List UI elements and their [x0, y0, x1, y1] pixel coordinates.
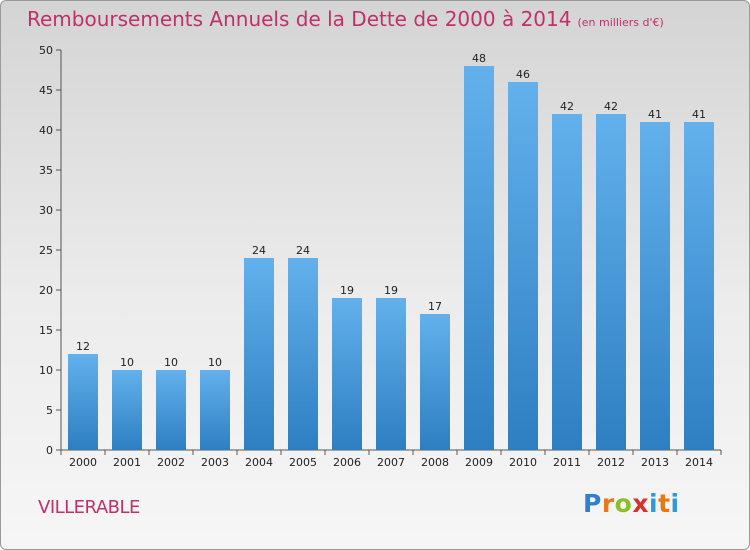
y-tick-label: 0 — [46, 444, 53, 457]
data-label: 10 — [120, 356, 134, 369]
x-tick-label: 2004 — [245, 456, 273, 469]
logo-letter: i — [649, 489, 659, 518]
commune-name: VILLERABLE — [38, 497, 140, 518]
logo-letter: P — [583, 489, 602, 518]
bars — [68, 66, 714, 450]
logo-letter: o — [614, 489, 633, 518]
bar — [640, 122, 670, 450]
x-tick-label: 2005 — [289, 456, 317, 469]
data-label: 12 — [76, 340, 90, 353]
bar — [200, 370, 230, 450]
y-tick-label: 20 — [39, 284, 53, 297]
x-tick-label: 2007 — [377, 456, 405, 469]
bar — [112, 370, 142, 450]
y-tick-label: 30 — [39, 204, 53, 217]
data-label: 46 — [516, 68, 530, 81]
logo-letter: r — [601, 489, 615, 518]
x-tick-label: 2012 — [597, 456, 625, 469]
data-label: 10 — [208, 356, 222, 369]
bar — [156, 370, 186, 450]
x-tick-label: 2008 — [421, 456, 449, 469]
bar — [420, 314, 450, 450]
proxiti-logo: Proxiti — [583, 489, 680, 518]
y-tick-label: 50 — [39, 44, 53, 57]
logo-letter: t — [658, 489, 671, 518]
data-label: 24 — [296, 244, 310, 257]
y-tick-label: 15 — [39, 324, 53, 337]
logo-letter: i — [670, 489, 680, 518]
data-label: 19 — [340, 284, 354, 297]
bar — [376, 298, 406, 450]
data-label: 24 — [252, 244, 266, 257]
bar — [68, 354, 98, 450]
data-label: 48 — [472, 52, 486, 65]
data-label: 19 — [384, 284, 398, 297]
bar — [464, 66, 494, 450]
bar — [684, 122, 714, 450]
x-tick-label: 2003 — [201, 456, 229, 469]
x-tick-label: 2010 — [509, 456, 537, 469]
bar — [552, 114, 582, 450]
x-tick-label: 2013 — [641, 456, 669, 469]
x-tick-label: 2009 — [465, 456, 493, 469]
y-tick-label: 45 — [39, 84, 53, 97]
data-label: 17 — [428, 300, 442, 313]
data-label: 42 — [604, 100, 618, 113]
bar — [596, 114, 626, 450]
x-tick-label: 2006 — [333, 456, 361, 469]
x-tick-label: 2000 — [69, 456, 97, 469]
data-label: 41 — [692, 108, 706, 121]
y-tick-label: 40 — [39, 124, 53, 137]
x-tick-label: 2011 — [553, 456, 581, 469]
x-tick-label: 2001 — [113, 456, 141, 469]
chart-unit: (en milliers d'€) — [577, 16, 664, 29]
data-label: 41 — [648, 108, 662, 121]
chart-title-text: Remboursements Annuels de la Dette de 20… — [27, 7, 572, 31]
x-tick-label: 2002 — [157, 456, 185, 469]
y-tick-label: 5 — [46, 404, 53, 417]
y-tick-label: 25 — [39, 244, 53, 257]
labels: 2000 12 2001 10 2002 10 2003 10 2004 24 2005 24 2006… — [69, 52, 713, 469]
bar — [288, 258, 318, 450]
y-tick-label: 10 — [39, 364, 53, 377]
y-tick-label: 35 — [39, 164, 53, 177]
bar — [332, 298, 362, 450]
logo-letter: x — [632, 489, 649, 518]
data-label: 42 — [560, 100, 574, 113]
bar — [244, 258, 274, 450]
data-label: 10 — [164, 356, 178, 369]
x-tick-label: 2014 — [685, 456, 713, 469]
chart-title: Remboursements Annuels de la Dette de 20… — [27, 7, 664, 31]
bar — [508, 82, 538, 450]
